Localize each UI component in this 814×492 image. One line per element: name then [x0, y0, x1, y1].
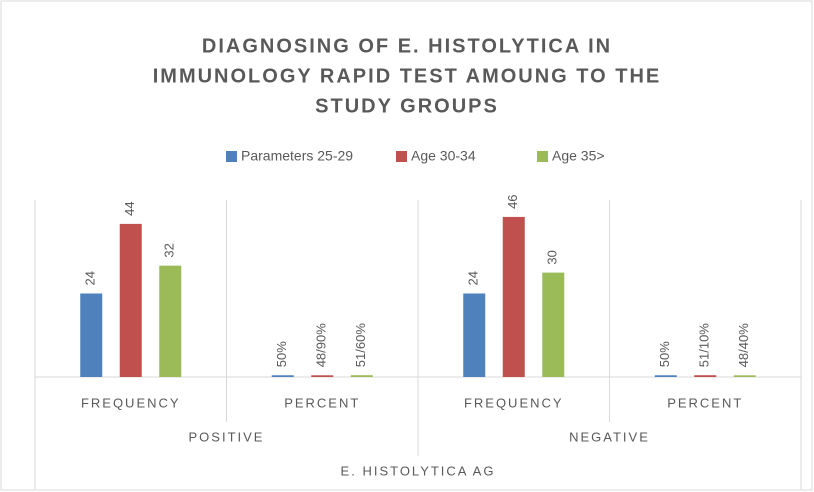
data-label: 48/90%	[314, 323, 329, 368]
bar	[271, 375, 294, 377]
x-tick-label: PERCENT	[284, 395, 360, 410]
group-label: NEGATIVE	[569, 429, 650, 444]
bar	[80, 293, 103, 377]
legend-swatch	[226, 151, 237, 162]
data-label: 46	[505, 194, 520, 208]
chart-title: IMMUNOLOGY RAPID TEST AMOUNG TO THE	[153, 65, 662, 87]
data-label: 44	[122, 201, 137, 215]
bar	[733, 375, 756, 377]
bar	[502, 216, 525, 377]
legend-label: Age 35>	[552, 148, 605, 164]
data-label: 51/60%	[353, 323, 368, 368]
x-tick-label: FREQUENCY	[81, 395, 181, 410]
bar	[350, 375, 373, 377]
bar	[119, 223, 142, 377]
bar	[542, 272, 565, 377]
data-label: 30	[545, 250, 560, 264]
chart-title: DIAGNOSING OF E. HISTOLYTICA IN	[202, 35, 612, 57]
data-label: 51/10%	[697, 323, 712, 368]
legend-swatch	[537, 151, 548, 162]
data-label: 50%	[274, 341, 289, 367]
group-label: POSITIVE	[189, 429, 265, 444]
x-tick-label: PERCENT	[667, 395, 743, 410]
legend-label: Age 30-34	[411, 148, 476, 164]
bar	[654, 375, 677, 377]
data-label: 24	[83, 271, 98, 285]
bar	[463, 293, 486, 377]
bar	[311, 375, 334, 377]
bar	[159, 265, 182, 377]
bar	[694, 375, 717, 377]
x-tick-label: FREQUENCY	[464, 395, 564, 410]
data-label: 24	[466, 271, 481, 285]
chart-title: STUDY GROUPS	[315, 95, 499, 117]
data-label: 50%	[657, 341, 672, 367]
legend-swatch	[396, 151, 407, 162]
legend-label: Parameters 25-29	[241, 148, 353, 164]
data-label: 48/40%	[736, 323, 751, 368]
data-label: 32	[162, 243, 177, 257]
super-category-label: E. HISTOLYTICA AG	[341, 463, 496, 478]
